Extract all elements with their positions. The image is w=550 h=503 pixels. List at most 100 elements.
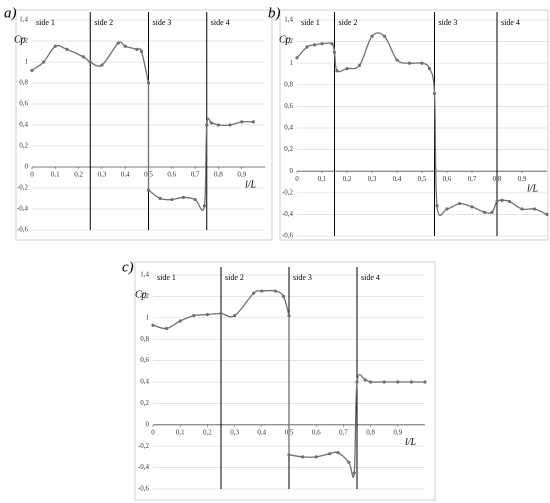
data-point [312,43,317,47]
y-tick-label: 1 [25,58,29,66]
panel-frame [134,261,436,501]
x-tick-label: 0 [30,171,34,179]
y-tick-label: -0,6 [17,226,29,234]
data-point [395,58,399,62]
x-tick-label: 0,3 [98,171,107,179]
side-label: side 3 [439,18,458,27]
y-tick-label: 0,2 [19,142,28,150]
x-tick-label: 0,4 [257,428,266,436]
data-point [470,205,474,209]
x-tick-label: 0,6 [312,428,321,436]
data-point [251,120,255,124]
y-tick-label: 0,6 [140,356,149,364]
y-tick-label: -0,2 [282,188,294,196]
side-label: side 1 [36,18,55,27]
x-axis-label: l/L [527,183,539,194]
x-tick-label: 0 [295,175,299,183]
x-tick-label: 0,1 [318,175,327,183]
side-label: side 2 [225,273,244,282]
y-tick-label: -0,4 [282,210,294,218]
data-point [252,291,256,295]
data-point [432,91,437,96]
x-tick-label: 0,2 [74,171,83,179]
y-tick-label: -0,2 [17,184,29,192]
data-point [170,197,174,202]
y-tick-label: -0,6 [138,485,150,493]
x-axis-label: l/L [405,437,417,448]
x-tick-label: 0,7 [191,171,200,179]
x-tick-label: 0,4 [121,171,130,179]
y-tick-label: 0,2 [284,145,293,153]
y-tick-label: -0,2 [138,442,150,450]
data-point [382,380,386,384]
side-label: side 2 [339,18,358,27]
x-tick-label: 0 [151,428,155,436]
data-point [240,120,244,124]
y-tick-label: 0,6 [284,102,293,110]
data-point [369,380,373,384]
data-point [205,312,209,317]
data-point [545,212,549,216]
side-label: side 3 [293,273,312,282]
y-tick-label: -0,6 [282,232,294,240]
y-tick-label: 0 [290,167,294,175]
data-point [330,42,334,46]
data-point [370,34,374,38]
data-point [409,380,413,384]
data-point [347,460,351,464]
x-tick-label: 0,8 [214,171,223,179]
data-point [420,61,424,65]
data-point [81,55,85,59]
data-point [219,311,223,316]
data-point [146,81,151,85]
x-tick-label: 0,3 [230,428,239,436]
data-point [345,67,349,71]
y-tick-label: 1,4 [19,16,28,24]
data-point [65,47,69,52]
y-axis-label: Cp [279,34,291,45]
y-tick-label: 0 [25,163,29,171]
y-tick-label: 1,4 [284,16,293,24]
data-point [396,380,400,384]
data-point [407,61,412,65]
x-tick-label: 0,3 [368,175,377,183]
data-point [30,68,34,72]
x-tick-label: 0,7 [468,175,477,183]
data-point [178,319,182,323]
data-point [209,121,214,125]
side-label: side 4 [361,273,380,282]
y-tick-label: 1 [146,313,150,321]
data-point [301,455,305,459]
data-point [532,207,537,211]
data-point [123,44,127,48]
side-label: side 4 [211,18,230,27]
panel-label: b) [268,5,281,21]
x-tick-label: 0,9 [237,171,246,179]
side-label: side 1 [157,273,176,282]
x-tick-label: 0,9 [518,175,527,183]
y-tick-label: 1,4 [140,271,149,279]
data-point [192,314,196,318]
y-tick-label: 0,4 [284,124,293,132]
data-point [260,289,264,293]
data-point [53,44,57,48]
y-tick-label: 0,4 [19,121,28,129]
data-point [490,210,494,214]
data-point [228,123,232,127]
y-tick-label: 0,4 [140,378,149,386]
data-point [287,314,291,318]
data-point [355,380,359,384]
x-tick-label: 0,5 [418,175,427,183]
data-point [332,50,337,55]
data-point [151,323,155,327]
data-point [352,471,356,475]
data-point [335,69,339,73]
panel-frame [15,9,273,241]
y-tick-label: 0,8 [140,335,149,343]
data-point [202,204,207,208]
data-point [181,195,186,200]
data-point [457,202,462,206]
data-point [328,452,332,456]
x-tick-label: 0,2 [343,175,352,183]
